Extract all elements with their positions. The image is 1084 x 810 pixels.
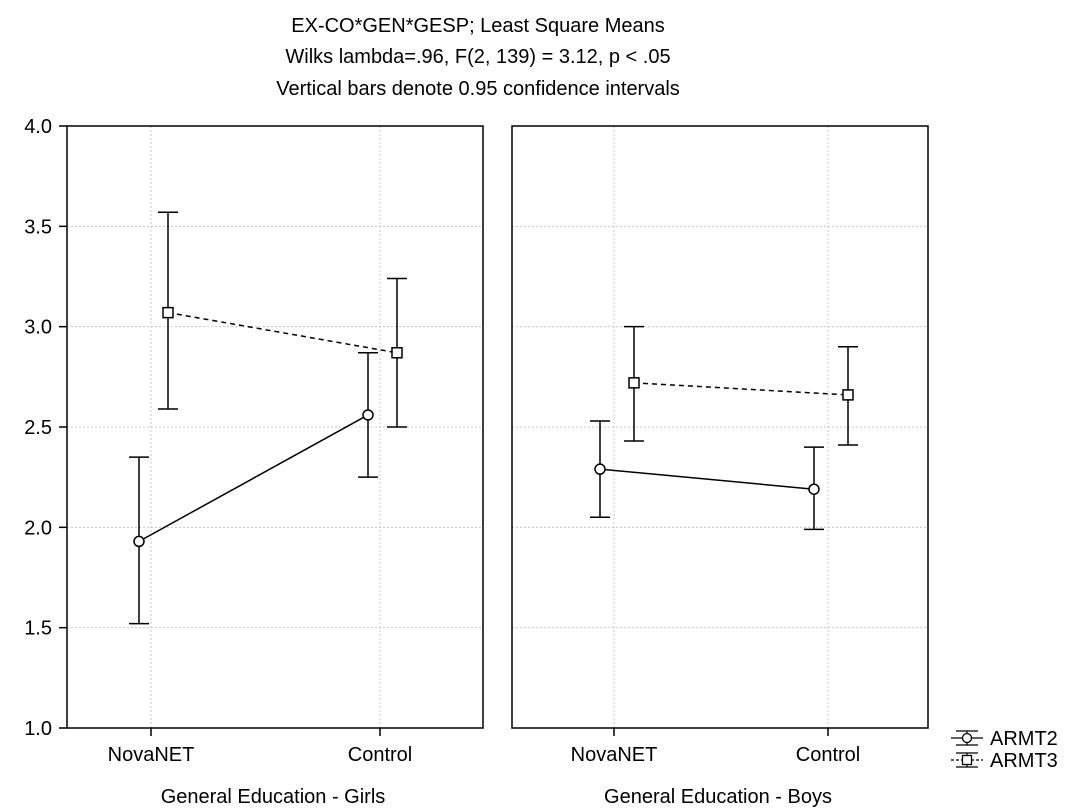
title-line-1: EX-CO*GEN*GESP; Least Square Means bbox=[291, 15, 665, 37]
legend-item-armt2: ARMT2 bbox=[951, 728, 1058, 750]
panel-2: NovaNET Control General Education - Boys bbox=[511, 125, 929, 808]
series-line bbox=[167, 311, 398, 354]
panel-frame bbox=[66, 125, 484, 729]
x-tick-label: NovaNET bbox=[571, 744, 658, 766]
data-point bbox=[628, 377, 640, 389]
data-point bbox=[162, 306, 174, 319]
x-tick-label: NovaNET bbox=[108, 744, 195, 766]
legend-marker-circle bbox=[961, 732, 973, 744]
data-point bbox=[842, 389, 854, 401]
title-line-2: Wilks lambda=.96, F(2, 139) = 3.12, p < … bbox=[285, 46, 670, 68]
panel-1: NovaNET Control General Education - Girls bbox=[66, 125, 484, 808]
y-tick-label: 2.0 bbox=[24, 517, 52, 539]
legend-label: ARMT2 bbox=[990, 728, 1058, 750]
series-armt3 bbox=[624, 325, 858, 446]
y-tick-label: 3.5 bbox=[24, 216, 52, 238]
x-tick-label: Control bbox=[348, 744, 412, 766]
panel-frame bbox=[511, 125, 929, 729]
x-tick-label: Control bbox=[796, 744, 860, 766]
series-armt2 bbox=[129, 352, 378, 625]
panel-label: General Education - Boys bbox=[604, 786, 832, 808]
y-tick-label: 3.0 bbox=[24, 317, 52, 339]
panel-label: General Education - Girls bbox=[161, 786, 386, 808]
data-point bbox=[133, 535, 145, 548]
y-tick-label: 1.0 bbox=[24, 718, 52, 740]
y-tick-label: 4.0 bbox=[24, 116, 52, 138]
data-point bbox=[391, 347, 403, 359]
series-line bbox=[633, 382, 849, 396]
series-armt3 bbox=[158, 211, 407, 428]
chart-title: EX-CO*GEN*GESP; Least Square Means Wilks… bbox=[276, 15, 680, 100]
data-point bbox=[594, 463, 606, 475]
series-line bbox=[599, 468, 815, 490]
y-tick-label: 2.5 bbox=[24, 417, 52, 439]
legend-label: ARMT3 bbox=[990, 750, 1058, 772]
data-point bbox=[808, 483, 820, 495]
series-line bbox=[138, 414, 369, 543]
y-tick-label: 1.5 bbox=[24, 618, 52, 640]
legend-marker-square bbox=[961, 754, 973, 766]
legend-item-armt3: ARMT3 bbox=[951, 750, 1058, 772]
title-line-3: Vertical bars denote 0.95 confidence int… bbox=[276, 78, 680, 100]
y-axis: 1.0 1.5 2.0 2.5 3.0 3.5 4.0 bbox=[24, 116, 67, 740]
data-point bbox=[362, 409, 374, 421]
series-armt2 bbox=[590, 420, 824, 531]
